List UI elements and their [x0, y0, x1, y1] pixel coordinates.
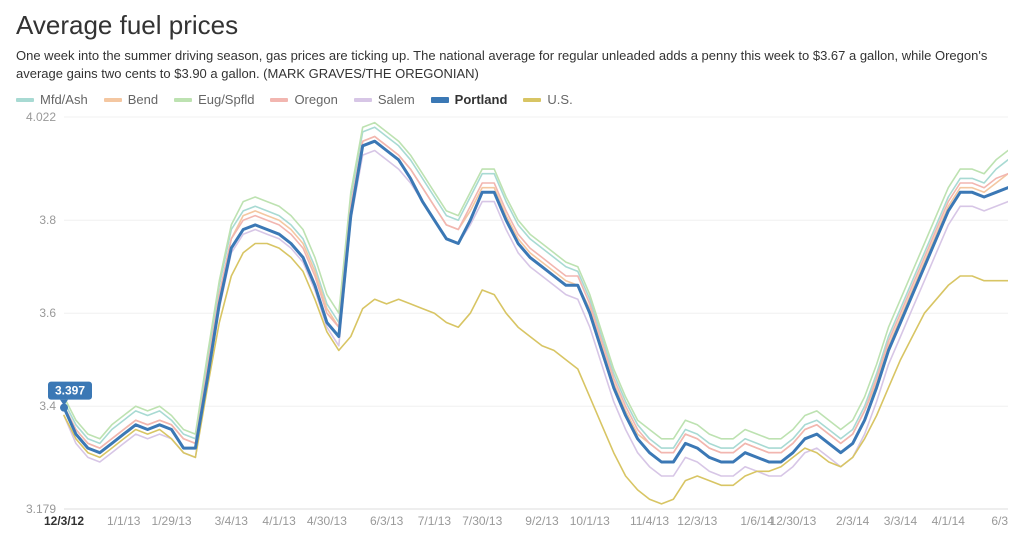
x-axis-label: 1/29/13 [152, 514, 192, 528]
x-axis-label: 11/4/13 [630, 514, 669, 528]
series-portland[interactable] [64, 141, 1008, 462]
legend-label: Eug/Spfld [198, 92, 254, 107]
x-axis-label: 4/30/13 [307, 514, 347, 528]
legend-label: Portland [455, 92, 508, 107]
legend-item-us[interactable]: U.S. [523, 92, 572, 107]
chart-subtitle: One week into the summer driving season,… [16, 47, 1006, 82]
legend-label: Bend [128, 92, 158, 107]
line-chart: 4.0223.83.63.43.17912/3/121/1/131/29/133… [16, 111, 1008, 541]
x-axis-label: 9/2/13 [525, 514, 559, 528]
y-axis-label: 3.6 [39, 306, 56, 320]
legend-item-bend[interactable]: Bend [104, 92, 158, 107]
x-axis-label: 10/1/13 [570, 514, 610, 528]
legend-swatch [174, 98, 192, 102]
legend-item-salem[interactable]: Salem [354, 92, 415, 107]
legend-swatch [270, 98, 288, 102]
legend-item-mfd[interactable]: Mfd/Ash [16, 92, 88, 107]
legend-swatch [431, 97, 449, 103]
legend-swatch [354, 98, 372, 102]
y-axis-label: 3.4 [39, 399, 56, 413]
x-axis-label: 12/3/12 [44, 514, 84, 528]
x-axis-label: 12/30/13 [770, 514, 817, 528]
x-axis-label: 2/3/14 [836, 514, 870, 528]
legend-item-portland[interactable]: Portland [431, 92, 508, 107]
x-axis-label: 3/3/14 [884, 514, 918, 528]
legend-item-oregon[interactable]: Oregon [270, 92, 337, 107]
y-axis-label: 3.8 [39, 213, 56, 227]
x-axis-label: 7/1/13 [418, 514, 452, 528]
legend-swatch [104, 98, 122, 102]
legend-item-eug[interactable]: Eug/Spfld [174, 92, 254, 107]
legend-swatch [523, 98, 541, 102]
legend-swatch [16, 98, 34, 102]
legend-label: Salem [378, 92, 415, 107]
callout-label: 3.397 [55, 384, 85, 398]
series-oregon[interactable] [64, 137, 1008, 453]
x-axis-label: 1/1/13 [107, 514, 141, 528]
x-axis-label: 7/30/13 [462, 514, 502, 528]
legend-label: Mfd/Ash [40, 92, 88, 107]
x-axis-label: 4/1/14 [932, 514, 966, 528]
x-axis-label: 12/3/13 [677, 514, 717, 528]
x-axis-label: 6/3/14 [991, 514, 1008, 528]
chart-title: Average fuel prices [16, 10, 1008, 41]
x-axis-label: 4/1/13 [262, 514, 296, 528]
legend-label: U.S. [547, 92, 572, 107]
legend: Mfd/Ash Bend Eug/Spfld Oregon Salem Portland U… [16, 92, 1008, 107]
y-axis-label: 4.022 [26, 111, 56, 124]
x-axis-label: 6/3/13 [370, 514, 404, 528]
x-axis-label: 3/4/13 [215, 514, 249, 528]
legend-label: Oregon [294, 92, 337, 107]
